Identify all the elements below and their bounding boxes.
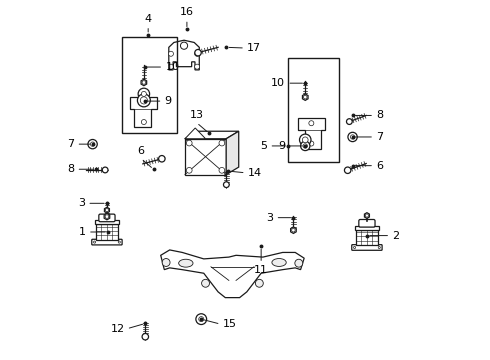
Circle shape — [344, 167, 351, 174]
Circle shape — [105, 208, 108, 212]
Polygon shape — [104, 213, 110, 220]
Circle shape — [142, 81, 146, 84]
Circle shape — [353, 247, 356, 248]
Circle shape — [300, 141, 310, 150]
Circle shape — [180, 42, 188, 49]
Circle shape — [348, 132, 357, 141]
Circle shape — [295, 259, 303, 267]
Bar — [356, 230, 378, 246]
Circle shape — [105, 215, 109, 219]
Polygon shape — [104, 207, 109, 213]
Circle shape — [91, 142, 95, 146]
Text: 10: 10 — [271, 78, 285, 88]
Circle shape — [141, 120, 147, 125]
Polygon shape — [365, 213, 369, 219]
Circle shape — [303, 144, 307, 148]
Circle shape — [199, 317, 204, 321]
Circle shape — [219, 140, 225, 146]
Text: 17: 17 — [247, 43, 261, 53]
Text: 3: 3 — [78, 198, 85, 208]
Circle shape — [118, 241, 121, 243]
Circle shape — [186, 140, 192, 146]
Circle shape — [102, 167, 108, 173]
Text: 3: 3 — [267, 213, 273, 222]
Text: 16: 16 — [180, 7, 194, 17]
Bar — [96, 224, 118, 240]
Polygon shape — [302, 94, 308, 100]
Text: 14: 14 — [248, 168, 262, 178]
Bar — [185, 139, 226, 175]
FancyBboxPatch shape — [92, 239, 122, 245]
Text: 12: 12 — [110, 324, 124, 334]
Text: 6: 6 — [376, 161, 383, 171]
Bar — [95, 220, 119, 224]
Circle shape — [219, 167, 225, 173]
Text: 15: 15 — [223, 319, 237, 329]
Polygon shape — [185, 131, 239, 139]
Text: 13: 13 — [190, 111, 203, 121]
Text: 7: 7 — [67, 139, 74, 149]
Circle shape — [137, 94, 150, 107]
Circle shape — [309, 141, 314, 146]
Circle shape — [195, 51, 199, 56]
Circle shape — [186, 167, 192, 173]
Circle shape — [309, 121, 314, 126]
Circle shape — [346, 119, 352, 125]
FancyBboxPatch shape — [359, 220, 375, 227]
Bar — [122, 37, 177, 134]
Circle shape — [88, 139, 97, 149]
FancyBboxPatch shape — [99, 214, 115, 222]
Text: 6: 6 — [138, 146, 145, 156]
Circle shape — [223, 182, 229, 188]
Text: 5: 5 — [260, 141, 267, 151]
Circle shape — [169, 64, 173, 69]
Polygon shape — [161, 250, 304, 298]
Text: 9: 9 — [278, 141, 285, 151]
Text: 2: 2 — [392, 231, 399, 240]
Circle shape — [201, 279, 210, 287]
Circle shape — [141, 91, 147, 96]
Circle shape — [195, 49, 201, 56]
Polygon shape — [169, 40, 199, 70]
Polygon shape — [298, 118, 325, 149]
Polygon shape — [130, 96, 157, 127]
Circle shape — [303, 95, 307, 99]
Polygon shape — [185, 128, 205, 139]
Ellipse shape — [179, 259, 193, 267]
Circle shape — [138, 88, 149, 100]
Text: 11: 11 — [254, 265, 268, 275]
Circle shape — [169, 51, 173, 56]
Polygon shape — [141, 79, 147, 86]
Circle shape — [292, 229, 295, 232]
Polygon shape — [291, 227, 296, 233]
Bar — [355, 226, 379, 230]
Circle shape — [159, 156, 165, 162]
Circle shape — [196, 314, 207, 324]
Text: 1: 1 — [79, 227, 86, 237]
Polygon shape — [226, 131, 239, 175]
Circle shape — [142, 333, 148, 340]
Circle shape — [195, 64, 199, 69]
Text: 4: 4 — [145, 14, 152, 24]
Ellipse shape — [272, 258, 286, 266]
Circle shape — [94, 241, 96, 243]
Circle shape — [162, 258, 170, 266]
FancyBboxPatch shape — [352, 245, 382, 250]
Circle shape — [350, 135, 355, 139]
Circle shape — [255, 279, 263, 287]
Text: 8: 8 — [67, 164, 74, 174]
Circle shape — [141, 99, 147, 104]
Circle shape — [366, 214, 368, 217]
Text: 7: 7 — [376, 132, 383, 142]
Text: 10: 10 — [166, 62, 179, 72]
Circle shape — [299, 134, 311, 145]
Text: 9: 9 — [165, 96, 172, 106]
Circle shape — [378, 247, 380, 248]
Text: 8: 8 — [376, 111, 383, 121]
Circle shape — [302, 137, 308, 143]
Circle shape — [140, 97, 147, 104]
Bar — [288, 58, 339, 162]
